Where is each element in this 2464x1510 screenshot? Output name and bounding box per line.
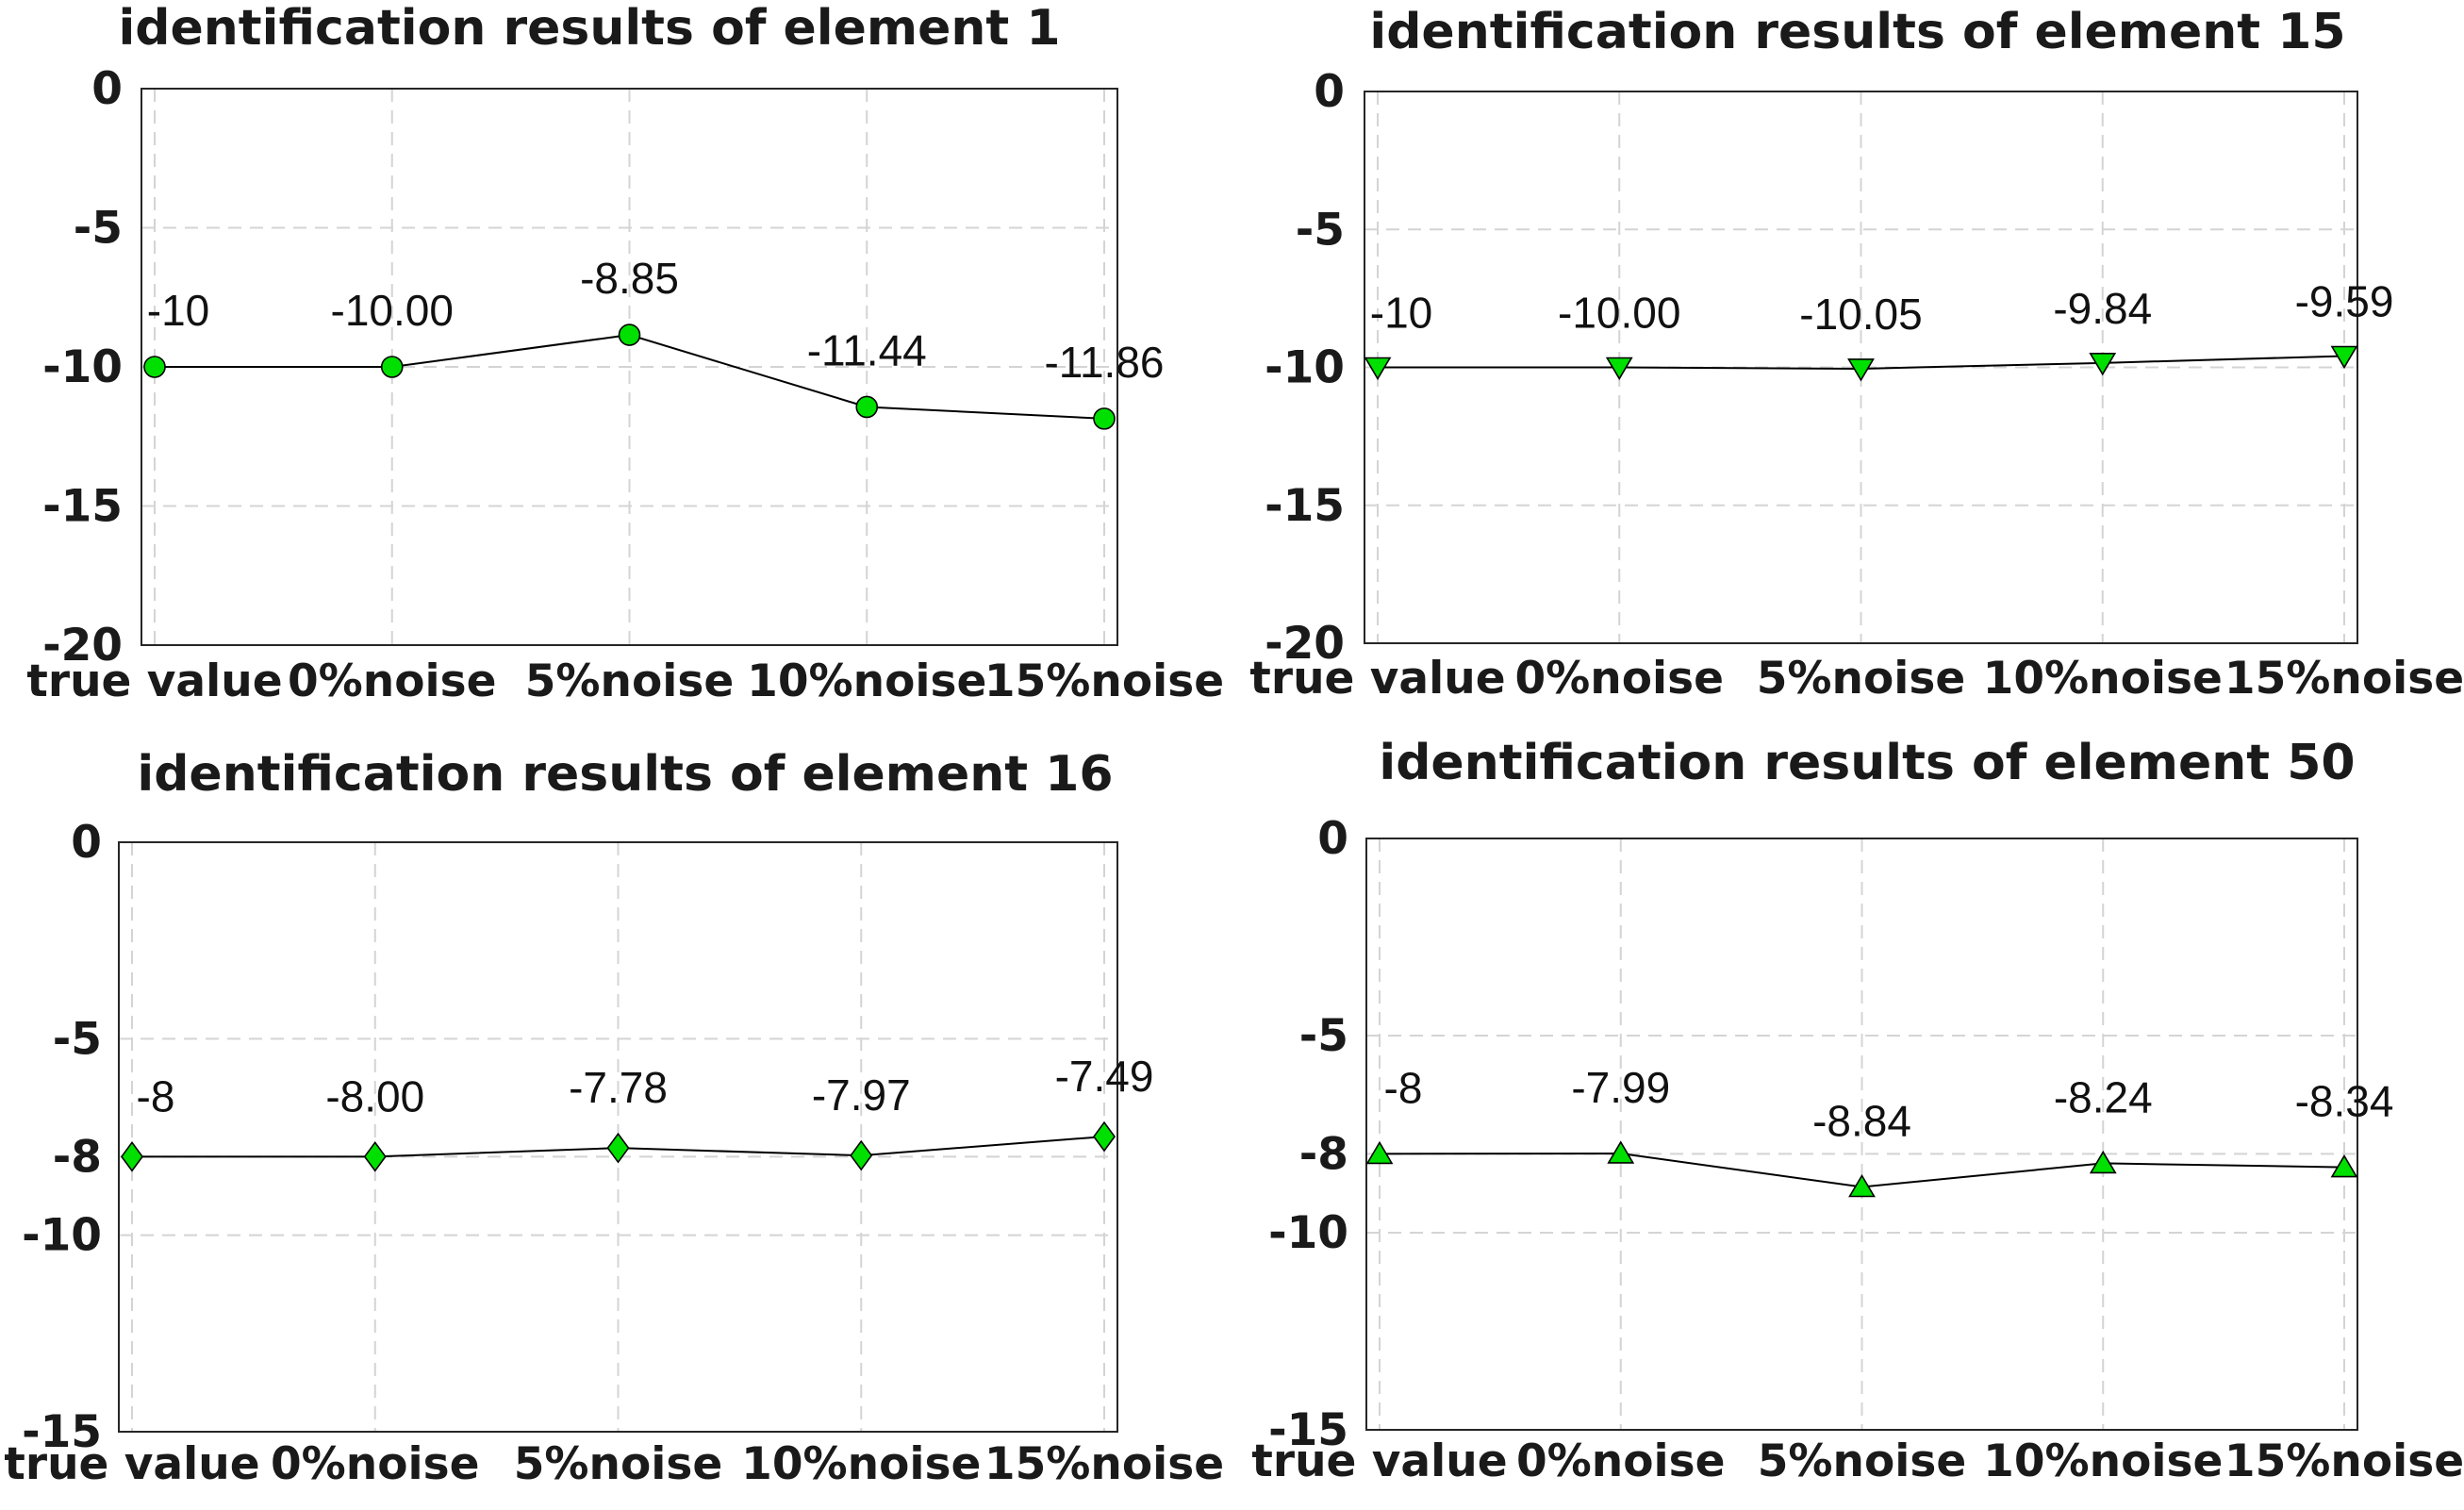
y-tick-label: -10 (1265, 342, 1345, 394)
data-label: -9.84 (2053, 284, 2152, 333)
x-tick-label: true value (1251, 1435, 1507, 1487)
chart-title: identification results of element 16 (137, 746, 1113, 803)
x-tick-label: 10%noise (1983, 1435, 2223, 1487)
data-point (855, 395, 879, 419)
data-point (850, 1139, 873, 1171)
chart-title: identification results of element 1 (118, 0, 1060, 57)
y-tick-label: 0 (71, 817, 102, 869)
x-tick-label: 10%noise (1983, 653, 2223, 705)
y-tick-label: -10 (22, 1210, 102, 1262)
data-label: -7.49 (1055, 1052, 1154, 1101)
chart-panel-4: identification results of element 500-5-… (1251, 735, 2464, 1487)
y-tick-label: -5 (53, 1013, 102, 1065)
data-point (2330, 345, 2358, 370)
x-tick-label: 15%noise (2224, 1435, 2464, 1487)
chart-panel-3: identification results of element 160-5-… (4, 746, 1224, 1490)
x-tick-label: 0%noise (288, 655, 497, 707)
plot-frame (141, 88, 1118, 646)
data-label: -8.85 (580, 254, 679, 303)
data-point (1607, 1140, 1635, 1164)
data-label: -8 (137, 1071, 175, 1120)
data-point (143, 356, 166, 378)
y-tick-label: 0 (1317, 813, 1348, 865)
y-tick-label: -8 (1299, 1128, 1348, 1180)
data-point (1093, 1120, 1116, 1153)
data-label: -8.34 (2295, 1077, 2394, 1126)
data-label: -8.00 (325, 1071, 424, 1120)
y-tick-label: -15 (22, 1406, 102, 1458)
y-tick-label: -5 (1299, 1010, 1348, 1062)
x-tick-label: 15%noise (984, 1438, 1224, 1490)
data-point (1848, 1173, 1876, 1198)
y-tick-label: -20 (1265, 618, 1345, 670)
x-tick-label: 5%noise (1758, 1435, 1967, 1487)
x-tick-label: 15%noise (2224, 653, 2464, 705)
x-tick-label: 0%noise (1516, 1435, 1726, 1487)
x-tick-label: 10%noise (747, 655, 986, 707)
chart-title: identification results of element 15 (1369, 4, 2345, 60)
data-point (380, 356, 404, 378)
x-tick-label: 10%noise (741, 1438, 981, 1490)
data-point (363, 1140, 387, 1172)
data-point (2330, 1154, 2358, 1178)
data-label: -10 (147, 286, 209, 335)
data-point (618, 324, 641, 346)
data-label: -10.00 (1558, 289, 1680, 338)
y-tick-label: -8 (53, 1131, 102, 1183)
data-point (1605, 357, 1633, 381)
data-point (2089, 1150, 2117, 1174)
data-label: -8.24 (2054, 1072, 2153, 1121)
plot-frame (1364, 91, 2358, 644)
plot-frame (118, 841, 1118, 1433)
data-label: -10.00 (331, 286, 454, 335)
data-label: -9.59 (2295, 277, 2394, 326)
data-label: -7.78 (569, 1063, 668, 1112)
data-label: -11.44 (807, 325, 927, 374)
x-tick-label: 5%noise (1757, 653, 1966, 705)
y-tick-label: -10 (42, 341, 123, 393)
y-tick-label: -15 (1265, 480, 1345, 532)
data-point (121, 1140, 143, 1172)
y-tick-label: 0 (1314, 66, 1345, 118)
x-tick-label: 15%noise (984, 655, 1224, 707)
x-tick-label: true value (1249, 653, 1505, 705)
x-tick-label: true value (4, 1438, 259, 1490)
plot-frame (1365, 838, 2358, 1431)
data-point (1365, 1140, 1394, 1165)
x-tick-label: 5%noise (525, 655, 735, 707)
data-label: -10.05 (1799, 290, 1922, 339)
x-tick-label: 5%noise (514, 1438, 723, 1490)
data-label: -7.97 (812, 1070, 911, 1120)
data-label: -10 (1370, 289, 1432, 338)
chart-panel-1: identification results of element 1 0 -5 -1… (26, 0, 1224, 707)
data-label: -8 (1384, 1063, 1423, 1112)
y-tick-label: -15 (42, 481, 123, 533)
x-tick-label: 0%noise (1514, 653, 1724, 705)
data-point (2089, 353, 2117, 376)
data-point (1847, 358, 1875, 382)
y-tick-label: -5 (1296, 204, 1345, 256)
y-tick-label: -20 (42, 620, 123, 672)
y-tick-label: -15 (1268, 1404, 1348, 1456)
data-point (1093, 407, 1116, 430)
data-point (1364, 357, 1392, 381)
x-tick-label: true value (26, 655, 282, 707)
data-label: -11.86 (1044, 338, 1164, 387)
y-tick-label: -10 (1268, 1207, 1348, 1259)
y-tick-label: -5 (74, 203, 123, 255)
chart-panel-2: identification results of element 150-5-… (1249, 4, 2464, 705)
y-tick-label: 0 (91, 63, 123, 115)
x-tick-label: 0%noise (271, 1438, 480, 1490)
data-point (606, 1132, 630, 1164)
chart-title: identification results of element 50 (1379, 735, 2355, 791)
data-label: -7.99 (1571, 1063, 1670, 1112)
data-label: -8.84 (1812, 1097, 1911, 1146)
